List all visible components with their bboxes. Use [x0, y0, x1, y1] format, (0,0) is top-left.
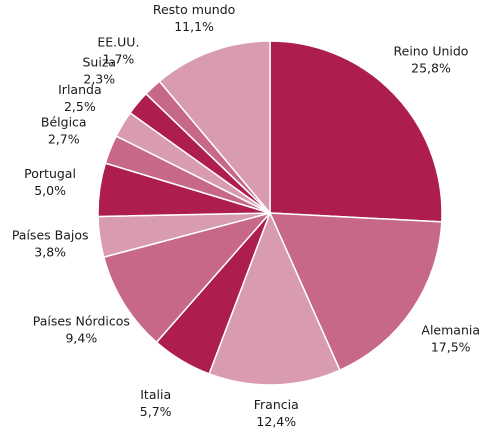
pie-label-value: 3,8% [34, 244, 66, 259]
pie-slice-alemania [269, 212, 443, 371]
pie-slices [97, 40, 443, 386]
pie-label-irlanda: Irlanda 2,5% [58, 82, 101, 114]
pie-slice-francia [208, 212, 341, 386]
pie-label-paises-nordicos: Países Nórdicos 9,4% [33, 313, 130, 345]
pie-label-value: 12,4% [256, 414, 296, 429]
pie-label-value: 25,8% [411, 61, 451, 76]
pie-label-francia: Francia 12,4% [254, 397, 299, 429]
pie-label-ee-uu: EE.UU. 1,7% [97, 34, 139, 66]
pie-label-value: 1,7% [103, 51, 135, 66]
pie-label-name: Alemania [421, 322, 480, 337]
pie-label-portugal: Portugal 5,0% [24, 166, 76, 198]
pie-slice-resto-mundo [158, 40, 271, 214]
pie-labels: Reino Unido 25,8% Alemania 17,5% Francia 12,4… [12, 2, 480, 429]
pie-label-value: 11,1% [174, 19, 214, 34]
pie-label-value: 2,7% [48, 131, 80, 146]
pie-label-alemania: Alemania 17,5% [421, 322, 480, 354]
pie-label-suiza: Suiza 2,3% [82, 55, 116, 87]
pie-label-value: 5,0% [34, 183, 66, 198]
pie-label-value: 9,4% [65, 330, 97, 345]
pie-label-value: 17,5% [431, 339, 471, 354]
pie-slice-paises-nordicos [103, 212, 271, 344]
pie-label-name: Francia [254, 397, 299, 412]
pie-label-name: Portugal [24, 166, 76, 181]
pie-label-value: 2,3% [83, 72, 115, 87]
pie-label-name: Países Bajos [12, 227, 89, 242]
pie-label-name: Reino Unido [394, 44, 469, 59]
pie-label-value: 5,7% [140, 404, 172, 419]
pie-label-name: Suiza [82, 55, 116, 70]
pie-label-name: Bélgica [41, 114, 87, 129]
pie-label-paises-bajos: Países Bajos 3,8% [12, 227, 89, 259]
pie-label-name: Irlanda [58, 82, 101, 97]
pie-label-name: EE.UU. [97, 34, 139, 49]
pie-label-reino-unido: Reino Unido 25,8% [394, 44, 469, 76]
pie-label-name: Países Nórdicos [33, 313, 130, 328]
pie-label-resto-mundo: Resto mundo 11,1% [153, 2, 235, 34]
pie-label-value: 2,5% [64, 99, 96, 114]
pie-label-name: Resto mundo [153, 2, 235, 17]
pie-label-italia: Italia 5,7% [140, 387, 172, 419]
pie-label-name: Italia [140, 387, 171, 402]
pie-slice-reino-unido [269, 40, 443, 223]
pie-label-belgica: Bélgica 2,7% [41, 114, 87, 146]
